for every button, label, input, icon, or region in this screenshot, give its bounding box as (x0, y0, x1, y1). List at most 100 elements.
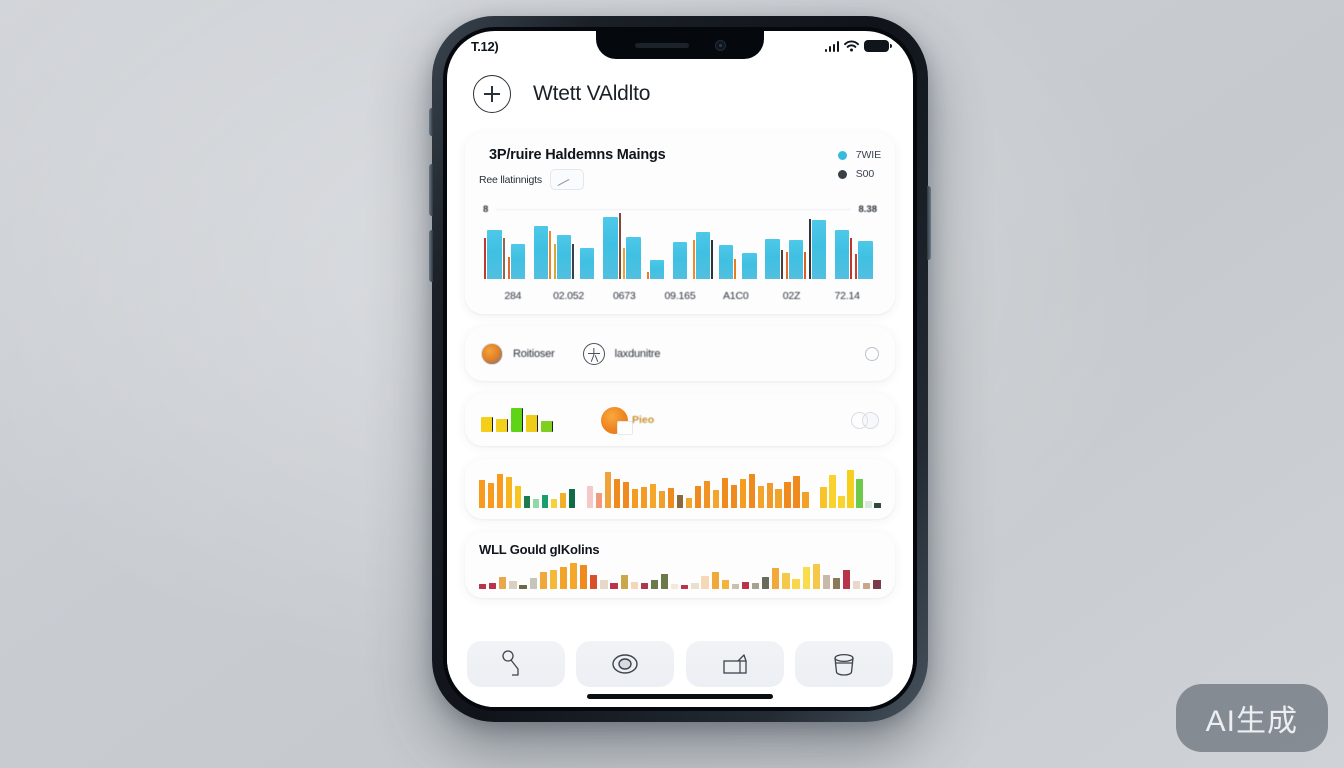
sparkline-bar (526, 414, 538, 432)
orange-badge-icon (601, 406, 633, 435)
bar-accent-mark (855, 253, 858, 279)
main-content: 3P/ruire Haldemns Maings Ree llatinnigts… (447, 113, 913, 598)
person-circle-icon[interactable] (582, 343, 605, 365)
sparkline-card[interactable]: Pieo (465, 394, 895, 446)
strip-bar (568, 488, 576, 508)
tab-tool[interactable] (466, 641, 565, 687)
bar (742, 253, 757, 279)
legend-item: 7WIE (837, 149, 881, 161)
axis-left-value: 8 (483, 204, 489, 215)
list-item-label-right: laxdunitre (614, 348, 661, 360)
strip-bar (712, 490, 720, 508)
strip-bar (811, 494, 818, 508)
dense-bar-card (465, 459, 895, 519)
chart-subtitle-row: Ree llatinnigts (479, 169, 666, 190)
strip-bar (721, 579, 729, 589)
strip-bar (856, 478, 863, 508)
bar-accent-mark (646, 272, 649, 279)
strip-bar (784, 481, 791, 508)
titled-bar-card: WLL Gould glKolins (465, 532, 895, 598)
strip-bar (772, 568, 780, 589)
strip-bar (863, 582, 871, 589)
bar-accent-mark (804, 252, 806, 279)
bar (692, 231, 714, 279)
strip-bar (711, 571, 719, 589)
bar (672, 241, 688, 279)
bar-column (529, 217, 552, 279)
strip-bar (793, 476, 800, 508)
phone-screen: T.12) Wtett VAldlto (447, 31, 913, 707)
bar (719, 245, 737, 279)
strip-bar (549, 569, 557, 589)
bar-column (807, 217, 830, 279)
strip-bar (658, 490, 666, 508)
double-circle-icon[interactable] (851, 411, 879, 429)
tab-box[interactable] (685, 641, 784, 687)
strip-bar (640, 487, 648, 508)
strip-bar (630, 581, 638, 589)
strip-bar (660, 573, 669, 589)
bar (785, 239, 806, 279)
strip-bar (586, 485, 594, 508)
front-camera-icon (714, 39, 726, 51)
strip-bar (820, 487, 827, 508)
bar-accent-mark (711, 240, 714, 279)
strip-bar (829, 474, 836, 508)
strip-bar (812, 564, 820, 589)
chart-titles: 3P/ruire Haldemns Maings Ree llatinnigts (479, 147, 666, 190)
bar-accent-mark (692, 240, 695, 279)
status-indicators (824, 40, 892, 52)
strip-bar (838, 496, 845, 508)
bar-column (599, 213, 622, 279)
bar-accent-mark (850, 238, 853, 279)
power-button[interactable] (927, 186, 931, 260)
sparkline-chart (481, 408, 553, 432)
list-item[interactable]: Roitioser laxdunitre (465, 327, 895, 381)
strip-bar (822, 574, 830, 589)
chart-title: 3P/ruire Haldemns Maings (489, 147, 666, 163)
empty-circle-icon[interactable] (865, 347, 879, 361)
bar (507, 243, 525, 279)
strip-bar (832, 578, 841, 589)
tab-cup[interactable] (795, 641, 894, 687)
bar-column (483, 217, 506, 279)
bar-accent-mark (484, 238, 487, 279)
silent-switch[interactable] (429, 108, 433, 136)
bar-column (506, 217, 529, 279)
bar-column (553, 217, 576, 279)
sparkline-bar (541, 421, 553, 432)
bar-accent-mark (572, 244, 575, 279)
x-axis-label: A1C0 (723, 290, 749, 302)
bar (484, 230, 505, 279)
strip-bar (757, 486, 764, 508)
sparkline-bar (496, 418, 508, 432)
plus-circle-icon[interactable] (473, 75, 511, 113)
strip-bar (873, 579, 881, 589)
bar-column (784, 217, 807, 279)
tab-view[interactable] (576, 641, 675, 687)
strip-bar (865, 501, 872, 508)
strip-bar (489, 582, 497, 589)
bar-column (692, 217, 715, 279)
legend-item: S00 (837, 168, 881, 180)
titled-bar-chart (479, 563, 881, 589)
bar (834, 230, 853, 279)
bar (808, 218, 827, 279)
bar-accent-mark (618, 213, 621, 279)
bar-column (622, 217, 645, 279)
x-axis-label: 09.165 (664, 290, 696, 302)
strip-bar (580, 565, 588, 589)
volume-up-button[interactable] (429, 164, 433, 216)
badge-label: Pieo (632, 414, 655, 426)
volume-down-button[interactable] (429, 230, 433, 282)
strip-bar (529, 578, 537, 589)
strip-bar (519, 584, 527, 589)
line-chart-icon[interactable] (549, 169, 584, 190)
chart-header: 3P/ruire Haldemns Maings Ree llatinnigts… (479, 147, 881, 190)
gridline (496, 209, 851, 210)
strip-bar (802, 491, 809, 508)
x-axis-label: 02Z (782, 290, 801, 302)
status-bar: T.12) (447, 31, 913, 61)
bar-column (668, 217, 691, 279)
strip-bar (741, 581, 750, 589)
